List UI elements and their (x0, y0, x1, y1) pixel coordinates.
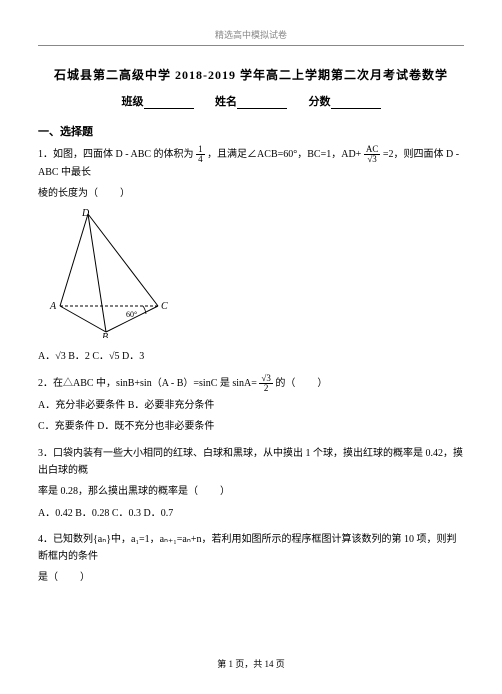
q4-line2-text: 是（ (38, 572, 58, 583)
question-3-line2: 率是 0.28，那么摸出黒球的概率是（ ） (38, 483, 464, 500)
info-row: 班级 姓名 分数 (38, 93, 464, 109)
q1-frac2: AC√3 (364, 145, 381, 164)
page-footer: 第 1 页，共 14 页 (0, 657, 502, 670)
q1-line2-end: ） (120, 188, 130, 199)
q1-mid1: ，且满足∠ACB=60°，BC=1，AD+ (207, 149, 361, 160)
q4-line2-end: ） (80, 572, 90, 583)
q1-options: A．√3 B．2 C．√5 D．3 (38, 347, 464, 362)
question-1: 1．如图，四面体 D - ABC 的体积为 14 ，且满足∠ACB=60°，BC… (38, 145, 464, 181)
diagram-label-D: D (81, 208, 90, 219)
q1-frac2-den: √3 (364, 155, 381, 164)
q2-frac: √32 (259, 374, 272, 393)
class-blank (144, 97, 194, 109)
question-4-line1: 4．已知数列{aₙ}中，a₁=1，aₙ₊₁=aₙ+n，若利用如图所示的程序框图计… (38, 531, 464, 565)
header-watermark: 精选高中模拟试卷 (38, 28, 464, 41)
question-3-line1: 3．口袋内装有一些大小相同的红球、白球和黒球，从中摸出 1 个球，摸出红球的概率… (38, 445, 464, 479)
class-label: 班级 (122, 96, 144, 108)
q2-text2: 的（ (275, 378, 295, 389)
score-label: 分数 (309, 96, 331, 108)
name-label: 姓名 (215, 96, 237, 108)
header-divider (38, 45, 464, 46)
q2-optA: A．充分非必要条件 B．必要非充分条件 (38, 397, 464, 414)
q3-options: A．0.42 B．0.28 C．0.3 D．0.7 (38, 504, 464, 519)
tetrahedron-diagram: D A B C 60° (48, 208, 464, 341)
q1-prefix: 1．如图，四面体 D - ABC 的体积为 (38, 149, 194, 160)
q2-optC: C．充要条件 D．既不充分也非必要条件 (38, 418, 464, 435)
score-blank (331, 97, 381, 109)
q2-frac-den: 2 (259, 384, 272, 393)
question-2: 2．在△ABC 中，sinB+sin（A - B）=sinC 是 sinA= √… (38, 374, 464, 393)
question-1-line2: 棱的长度为（ ） (38, 185, 464, 202)
diagram-label-B: B (102, 332, 108, 338)
diagram-label-C: C (161, 301, 168, 312)
page-container: 精选高中模拟试卷 石城县第二高级中学 2018-2019 学年高二上学期第二次月… (0, 0, 502, 586)
q1-frac1: 14 (196, 145, 205, 164)
section-1-title: 一、选择题 (38, 123, 464, 139)
exam-title: 石城县第二高级中学 2018-2019 学年高二上学期第二次月考试卷数学 (38, 66, 464, 83)
diagram-label-A: A (49, 301, 57, 312)
question-4-line2: 是（ ） (38, 569, 464, 586)
diagram-angle: 60° (126, 310, 137, 319)
q2-text1: 2．在△ABC 中，sinB+sin（A - B）=sinC 是 sinA= (38, 378, 257, 389)
q3-line2-end: ） (220, 486, 230, 497)
q1-line2-text: 棱的长度为（ (38, 188, 98, 199)
name-blank (237, 97, 287, 109)
q2-text3: ） (317, 378, 327, 389)
q3-line2-text: 率是 0.28，那么摸出黒球的概率是（ (38, 486, 198, 497)
q1-frac1-den: 4 (196, 155, 205, 164)
